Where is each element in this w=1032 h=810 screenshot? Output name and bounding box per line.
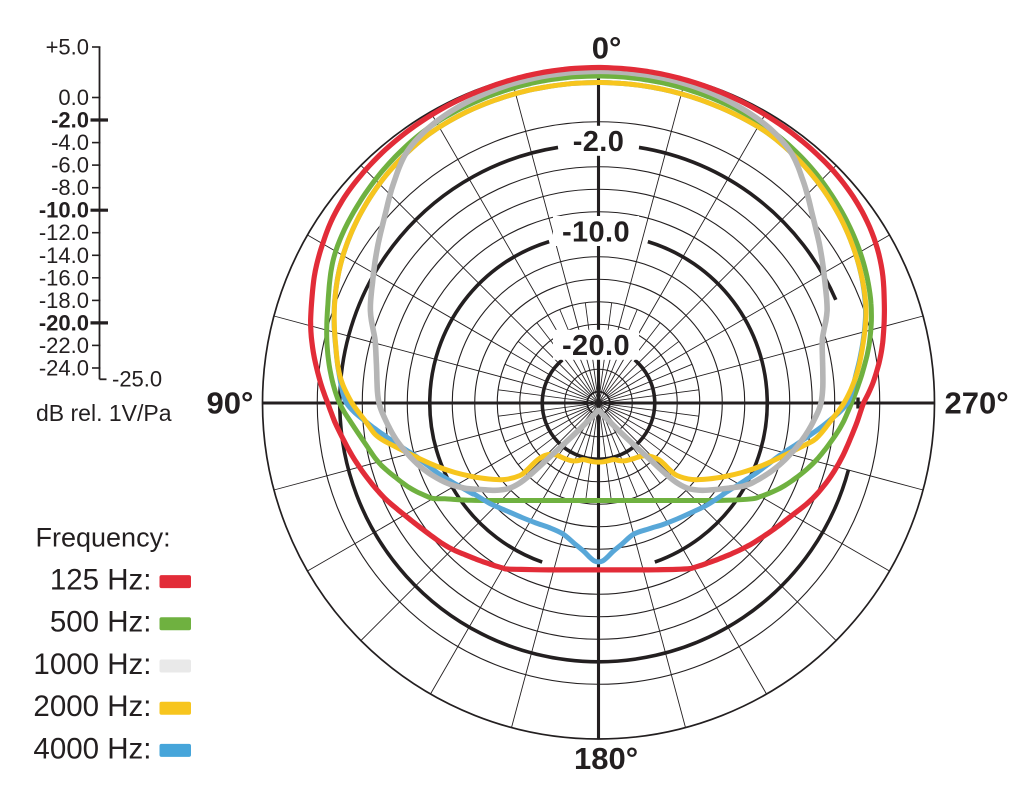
svg-text:0.0: 0.0: [58, 85, 89, 110]
svg-text:-20.0: -20.0: [39, 310, 89, 335]
svg-text:1000 Hz:: 1000 Hz:: [33, 648, 151, 681]
svg-text:2000 Hz:: 2000 Hz:: [33, 690, 151, 723]
svg-text:-2.0: -2.0: [51, 108, 89, 133]
svg-text:270°: 270°: [945, 385, 1009, 420]
svg-text:-10.0: -10.0: [39, 198, 89, 223]
svg-text:-18.0: -18.0: [39, 288, 89, 313]
svg-text:-16.0: -16.0: [39, 265, 89, 290]
svg-text:0°: 0°: [592, 30, 622, 65]
svg-text:Frequency:: Frequency:: [36, 523, 171, 553]
svg-text:-14.0: -14.0: [39, 243, 89, 268]
svg-text:-6.0: -6.0: [51, 153, 89, 178]
svg-text:-10.0: -10.0: [562, 216, 630, 248]
svg-text:-2.0: -2.0: [573, 126, 625, 158]
svg-text:-20.0: -20.0: [562, 330, 630, 362]
svg-text:180°: 180°: [574, 741, 638, 776]
svg-text:4000 Hz:: 4000 Hz:: [33, 732, 151, 765]
svg-text:-24.0: -24.0: [39, 356, 89, 381]
svg-text:-4.0: -4.0: [51, 130, 89, 155]
svg-text:125 Hz:: 125 Hz:: [50, 564, 152, 597]
svg-text:-8.0: -8.0: [51, 175, 89, 200]
svg-text:90°: 90°: [207, 385, 254, 420]
svg-text:-12.0: -12.0: [39, 220, 89, 245]
svg-text:dB rel. 1V/Pa: dB rel. 1V/Pa: [36, 400, 172, 426]
svg-text:500 Hz:: 500 Hz:: [50, 606, 152, 639]
svg-text:-22.0: -22.0: [39, 333, 89, 358]
svg-text:+5.0: +5.0: [46, 35, 89, 60]
svg-text:-25.0: -25.0: [112, 367, 162, 392]
